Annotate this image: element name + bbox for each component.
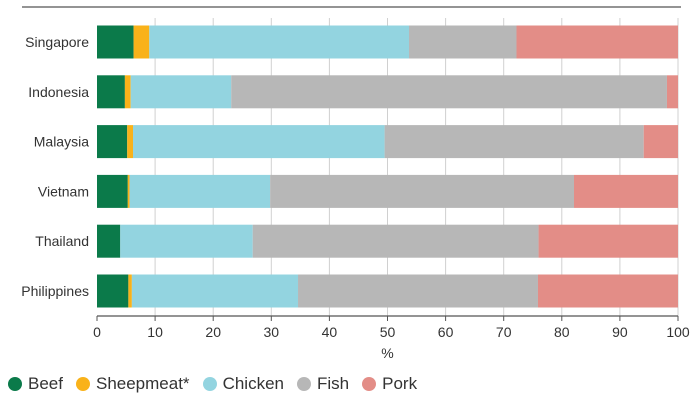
bar-malaysia-sheepmeat <box>127 125 134 159</box>
x-tick-label-20: 20 <box>205 324 221 340</box>
x-tick-label-50: 50 <box>380 324 396 340</box>
x-tick-label-30: 30 <box>264 324 280 340</box>
legend-item-sheepmeat: Sheepmeat* <box>75 374 190 394</box>
bar-thailand-chicken <box>120 224 253 258</box>
bar-philippines-pork <box>537 274 678 308</box>
legend-item-chicken: Chicken <box>202 374 284 394</box>
bar-malaysia-fish <box>384 125 644 159</box>
stacked-bar-chart: Singapore Indonesia Malaysia Vietnam Thailan… <box>21 6 690 361</box>
category-label-philippines: Philippines <box>21 283 89 299</box>
category-label-thailand: Thailand <box>35 233 89 249</box>
legend-swatch-chicken <box>202 377 217 391</box>
category-label-malaysia: Malaysia <box>34 134 89 150</box>
legend-swatch-fish <box>296 377 311 391</box>
bar-philippines-fish <box>298 274 538 308</box>
legend-item-beef: Beef <box>8 374 63 394</box>
bar-malaysia-beef <box>97 125 128 159</box>
bar-philippines-sheepmeat <box>128 274 132 308</box>
legend-item-pork: Pork <box>362 374 417 394</box>
bar-thailand-beef <box>97 224 121 258</box>
bar-vietnam-chicken <box>129 174 271 208</box>
bar-thailand-pork <box>538 224 678 258</box>
x-tick-label-60: 60 <box>438 324 454 340</box>
x-tick-label-80: 80 <box>554 324 570 340</box>
bar-indonesia-pork <box>666 75 678 109</box>
category-label-singapore: Singapore <box>25 34 89 50</box>
bar-indonesia-chicken <box>130 75 232 109</box>
legend-swatch-beef <box>8 377 22 391</box>
x-tick-label-100: 100 <box>666 324 690 340</box>
legend-label-pork: Pork <box>382 374 418 393</box>
bar-indonesia-beef <box>97 75 125 109</box>
category-label-indonesia: Indonesia <box>28 84 89 100</box>
bar-indonesia-sheepmeat <box>124 75 131 109</box>
legend: Beef Sheepmeat* Chicken Fish Pork <box>8 374 430 394</box>
x-tick-label-70: 70 <box>496 324 512 340</box>
bar-vietnam-fish <box>270 174 575 208</box>
legend-label-beef: Beef <box>28 374 63 393</box>
bar-philippines-chicken <box>131 274 299 308</box>
category-label-vietnam: Vietnam <box>38 183 89 199</box>
bar-singapore-beef <box>97 25 134 59</box>
x-tick-label-40: 40 <box>322 324 338 340</box>
bar-thailand-fish <box>252 224 539 258</box>
bar-singapore-chicken <box>149 25 409 59</box>
bar-vietnam-beef <box>97 174 128 208</box>
legend-item-fish: Fish <box>296 374 350 394</box>
bars <box>97 25 678 308</box>
bar-vietnam-sheepmeat <box>127 174 130 208</box>
x-axis-title: % <box>381 345 393 361</box>
bar-malaysia-pork <box>643 125 678 159</box>
category-labels: Singapore Indonesia Malaysia Vietnam Thailan… <box>21 34 89 299</box>
x-tick-label-10: 10 <box>147 324 163 340</box>
bar-indonesia-fish <box>231 75 667 109</box>
bar-vietnam-pork <box>574 174 678 208</box>
legend-label-chicken: Chicken <box>222 374 284 393</box>
x-tick-label-90: 90 <box>612 324 628 340</box>
legend-swatch-pork <box>362 377 377 391</box>
x-tick-labels: 0 10 20 30 40 50 60 70 80 90 100 <box>93 316 690 340</box>
gridlines <box>154 18 679 316</box>
x-tick-label-0: 0 <box>93 324 101 340</box>
legend-label-sheepmeat: Sheepmeat* <box>95 374 190 393</box>
bar-malaysia-chicken <box>133 125 385 159</box>
bar-singapore-fish <box>408 25 517 59</box>
bar-singapore-sheepmeat <box>133 25 150 59</box>
bar-philippines-beef <box>97 274 129 308</box>
bar-singapore-pork <box>516 25 678 59</box>
legend-label-fish: Fish <box>316 374 350 393</box>
legend-swatch-sheepmeat <box>75 377 90 391</box>
